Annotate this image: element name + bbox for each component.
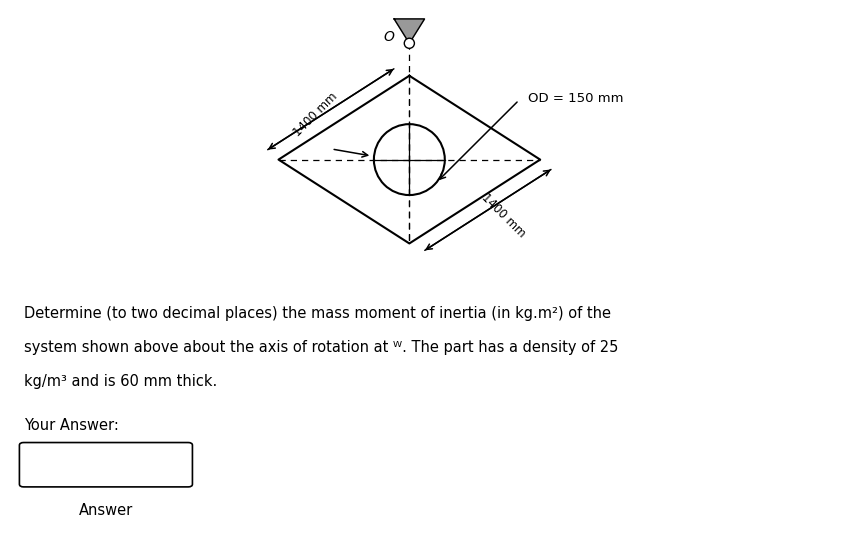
Text: kg/m³ and is 60 mm thick.: kg/m³ and is 60 mm thick. [24,374,217,389]
Polygon shape [394,19,425,43]
Text: OD = 150 mm: OD = 150 mm [528,92,623,105]
Ellipse shape [404,38,414,48]
Text: 1400 mm: 1400 mm [291,90,340,139]
Text: 1400 mm: 1400 mm [479,191,528,240]
Text: system shown above about the axis of rotation at ᵂ. The part has a density of 25: system shown above about the axis of rot… [24,340,618,355]
FancyBboxPatch shape [19,443,192,487]
Text: Determine (to two decimal places) the mass moment of inertia (in kg.m²) of the: Determine (to two decimal places) the ma… [24,306,610,321]
Text: O: O [383,30,394,44]
Text: Your Answer:: Your Answer: [24,418,118,433]
Text: Answer: Answer [78,503,133,518]
